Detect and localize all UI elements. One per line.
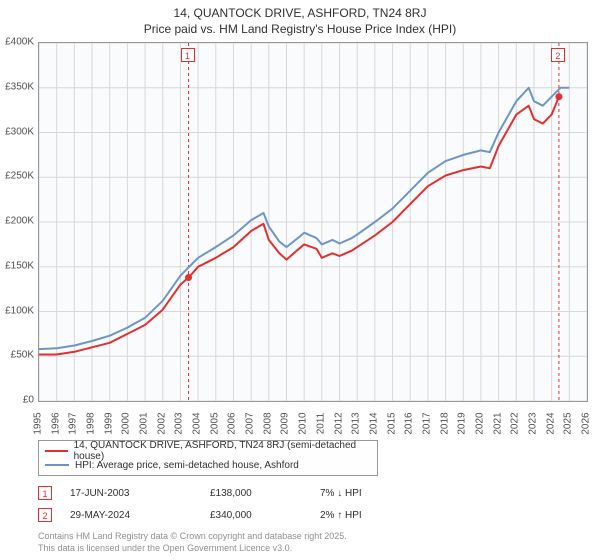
transaction-price-1: £138,000 bbox=[210, 488, 320, 499]
x-tick-label: 2026 bbox=[581, 409, 592, 439]
chart-svg bbox=[39, 43, 587, 401]
x-tick-label: 1995 bbox=[33, 409, 44, 439]
x-tick-label: 2020 bbox=[474, 409, 485, 439]
x-tick-label: 2009 bbox=[280, 409, 291, 439]
x-tick-label: 2022 bbox=[510, 409, 521, 439]
legend-item-1: 14, QUANTOCK DRIVE, ASHFORD, TN24 8RJ (s… bbox=[45, 444, 371, 458]
chart-title-address: 14, QUANTOCK DRIVE, ASHFORD, TN24 8RJ bbox=[0, 6, 600, 20]
transaction-date-2: 29-MAY-2024 bbox=[70, 510, 210, 521]
x-tick-label: 2012 bbox=[333, 409, 344, 439]
x-tick-label: 2004 bbox=[192, 409, 203, 439]
transaction-delta-1: 7% ↓ HPI bbox=[320, 488, 362, 499]
credits-line-2: This data is licensed under the Open Gov… bbox=[38, 542, 347, 554]
transaction-price-2: £340,000 bbox=[210, 510, 320, 521]
x-tick-label: 2007 bbox=[245, 409, 256, 439]
transaction-row-2: 2 29-MAY-2024 £340,000 2% ↑ HPI bbox=[38, 508, 586, 522]
y-tick-label: £100K bbox=[0, 305, 34, 316]
x-tick-label: 1996 bbox=[50, 409, 61, 439]
y-tick-label: £400K bbox=[0, 37, 34, 48]
y-tick-label: £350K bbox=[0, 81, 34, 92]
x-tick-label: 2023 bbox=[527, 409, 538, 439]
x-tick-label: 2001 bbox=[139, 409, 150, 439]
x-tick-label: 2015 bbox=[386, 409, 397, 439]
x-tick-label: 2008 bbox=[262, 409, 273, 439]
legend-swatch-2 bbox=[45, 464, 69, 466]
legend: 14, QUANTOCK DRIVE, ASHFORD, TN24 8RJ (s… bbox=[38, 440, 378, 476]
x-tick-label: 1998 bbox=[86, 409, 97, 439]
x-tick-label: 2000 bbox=[121, 409, 132, 439]
chart-container: 14, QUANTOCK DRIVE, ASHFORD, TN24 8RJ Pr… bbox=[0, 0, 600, 560]
x-tick-label: 1997 bbox=[68, 409, 79, 439]
legend-label-2: HPI: Average price, semi-detached house,… bbox=[75, 460, 299, 471]
marker-flag-1: 1 bbox=[181, 48, 195, 62]
transaction-date-1: 17-JUN-2003 bbox=[70, 488, 210, 499]
x-tick-label: 2005 bbox=[209, 409, 220, 439]
y-tick-label: £0 bbox=[0, 395, 34, 406]
plot-area bbox=[38, 42, 588, 402]
y-tick-label: £250K bbox=[0, 171, 34, 182]
y-tick-label: £300K bbox=[0, 126, 34, 137]
x-tick-label: 2013 bbox=[351, 409, 362, 439]
x-tick-label: 2016 bbox=[404, 409, 415, 439]
x-tick-label: 2018 bbox=[439, 409, 450, 439]
x-tick-label: 2010 bbox=[298, 409, 309, 439]
x-tick-label: 2021 bbox=[492, 409, 503, 439]
x-tick-label: 1999 bbox=[103, 409, 114, 439]
x-tick-label: 2006 bbox=[227, 409, 238, 439]
transaction-row-1: 1 17-JUN-2003 £138,000 7% ↓ HPI bbox=[38, 486, 586, 500]
x-tick-label: 2003 bbox=[174, 409, 185, 439]
x-tick-label: 2017 bbox=[421, 409, 432, 439]
chart-subtitle: Price paid vs. HM Land Registry's House … bbox=[0, 22, 600, 36]
credits-line-1: Contains HM Land Registry data © Crown c… bbox=[38, 530, 347, 542]
x-tick-label: 2002 bbox=[156, 409, 167, 439]
marker-flag-2: 2 bbox=[551, 48, 565, 62]
transaction-flag-2: 2 bbox=[38, 508, 52, 522]
transaction-flag-1: 1 bbox=[38, 486, 52, 500]
x-tick-label: 2014 bbox=[368, 409, 379, 439]
x-tick-label: 2011 bbox=[315, 409, 326, 439]
credits: Contains HM Land Registry data © Crown c… bbox=[38, 530, 347, 554]
legend-swatch-1 bbox=[45, 450, 68, 452]
transaction-delta-2: 2% ↑ HPI bbox=[320, 510, 362, 521]
x-tick-label: 2024 bbox=[545, 409, 556, 439]
y-tick-label: £50K bbox=[0, 350, 34, 361]
x-tick-label: 2019 bbox=[457, 409, 468, 439]
x-tick-label: 2025 bbox=[563, 409, 574, 439]
y-tick-label: £150K bbox=[0, 260, 34, 271]
y-tick-label: £200K bbox=[0, 216, 34, 227]
